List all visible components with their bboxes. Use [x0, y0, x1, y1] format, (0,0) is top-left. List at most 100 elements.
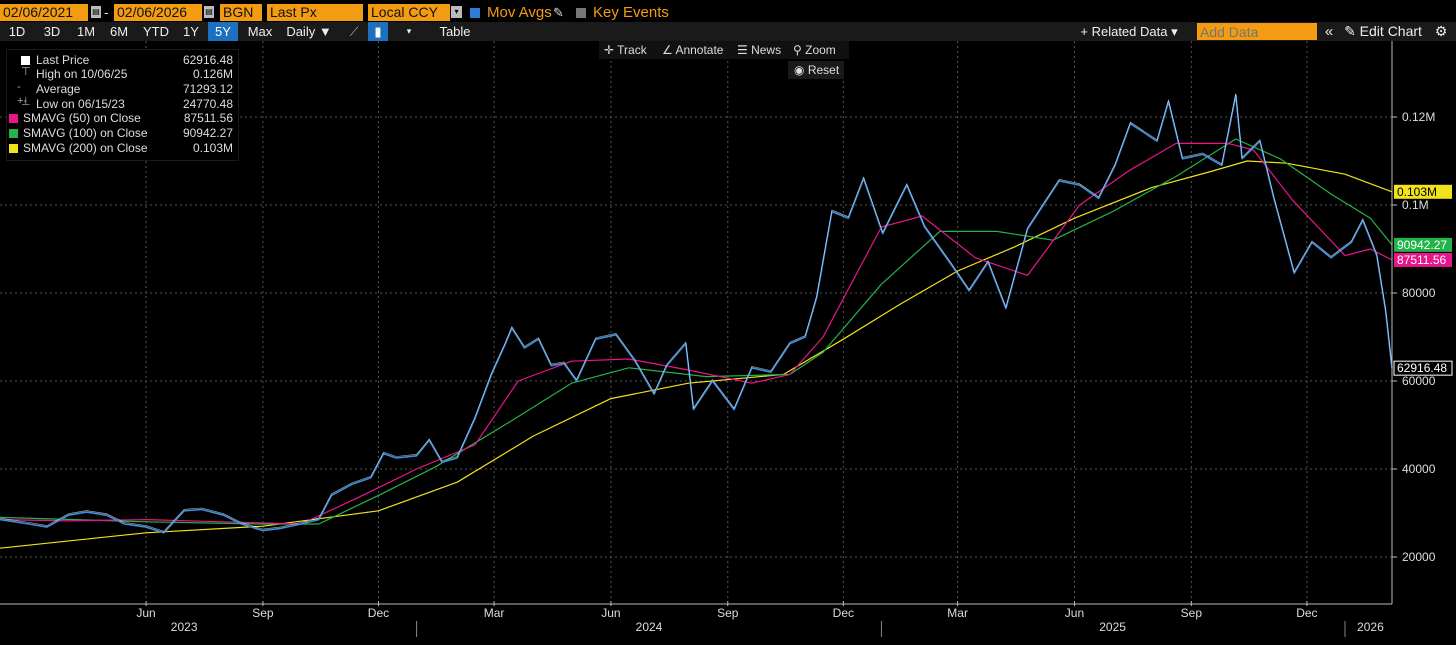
- calendar-icon[interactable]: ▤: [91, 6, 101, 18]
- annotate-label: Annotate: [675, 43, 724, 57]
- chart-legend: Last Price 62916.48 ⊤ High on 10/06/25 0.12…: [6, 49, 239, 161]
- news-icon: ☰: [737, 43, 752, 57]
- x-tick-label: Sep: [1181, 606, 1203, 620]
- track-tool[interactable]: ✛ Track: [604, 41, 647, 59]
- chart-series: [0, 93, 1393, 549]
- y-tick-label: 60000: [1402, 374, 1436, 388]
- period-6m[interactable]: 6M: [109, 24, 129, 39]
- magenta-swatch-icon: [9, 114, 18, 123]
- dropdown-icon[interactable]: ▾: [451, 6, 462, 18]
- line-chart-icon[interactable]: ⟋: [349, 24, 359, 39]
- mov-avgs-checkbox[interactable]: [470, 8, 480, 18]
- last-value-label: 90942.27: [1397, 238, 1447, 252]
- y-axis: 20000 40000 60000 80000 0.1M 0.12M 0.103M 90942…: [1391, 41, 1453, 604]
- period-toolbar: [0, 22, 1456, 41]
- last-value-label: 62916.48: [1397, 361, 1447, 375]
- period-5y[interactable]: 5Y: [208, 22, 238, 41]
- key-events-label[interactable]: Key Events: [593, 4, 669, 21]
- last-value-label: 0.103M: [1397, 185, 1437, 199]
- white-swatch-icon: [21, 56, 30, 65]
- period-3d[interactable]: 3D: [43, 24, 61, 39]
- x-tick-label: Sep: [717, 606, 739, 620]
- source-field[interactable]: BGN: [220, 4, 262, 21]
- last-value-tag: 87511.56: [1394, 252, 1452, 267]
- legend-average: -+- Average 71293.12: [17, 81, 233, 107]
- last-value-tag: 0.103M: [1394, 184, 1452, 199]
- annotate-icon: ∠: [662, 43, 676, 57]
- x-tick-label: Mar: [947, 606, 968, 620]
- news-label: News: [751, 43, 782, 57]
- year-label: 2023: [171, 620, 198, 634]
- crosshair-icon: ✛: [604, 43, 618, 57]
- period-max[interactable]: Max: [247, 24, 273, 39]
- series-line-3: [0, 160, 1393, 549]
- last-value-tag: 90942.27: [1394, 237, 1452, 252]
- frequency-selector[interactable]: Daily ▼: [286, 24, 332, 39]
- last-value-box: [1394, 237, 1452, 252]
- magnifier-icon: ⚲: [793, 43, 806, 57]
- chart-grid: [0, 41, 1392, 601]
- y-tick-label: 40000: [1402, 462, 1436, 476]
- x-tick-label: Mar: [484, 606, 505, 620]
- reset-button[interactable]: ◉ Reset: [788, 61, 844, 79]
- end-date-field[interactable]: 02/06/2026: [114, 4, 202, 21]
- price-chart[interactable]: 20000 40000 60000 80000 0.1M 0.12M 0.103M 90942…: [0, 41, 1456, 645]
- x-tick-label: Jun: [601, 606, 620, 620]
- edit-chart-button[interactable]: ✎ Edit Chart: [1344, 23, 1422, 39]
- date-separator: -: [104, 4, 109, 20]
- reset-label: Reset: [807, 63, 840, 77]
- series-line-1: [0, 142, 1393, 525]
- period-1m[interactable]: 1M: [76, 24, 96, 39]
- settings-gear-icon[interactable]: ⚙: [1434, 23, 1448, 39]
- legend-smavg-100: SMAVG (100) on Close 90942.27: [7, 126, 238, 140]
- mov-avgs-label[interactable]: Mov Avgs: [487, 4, 552, 21]
- last-value-tag: 62916.48: [1393, 360, 1453, 376]
- series-line-2: [0, 138, 1393, 525]
- table-button[interactable]: Table: [439, 24, 471, 39]
- collapse-button[interactable]: «: [1324, 23, 1334, 40]
- track-label: Track: [617, 43, 647, 57]
- chart-tools-bar: [599, 41, 849, 59]
- legend-smavg-200: SMAVG (200) on Close 0.103M: [7, 141, 238, 155]
- period-ytd[interactable]: YTD: [143, 24, 169, 39]
- key-events-checkbox[interactable]: [576, 8, 586, 18]
- currency-selector[interactable]: Local CCY: [368, 4, 450, 21]
- legend-low: ⊥ Low on 06/15/23 24770.48: [21, 96, 233, 111]
- y-tick-label: 20000: [1402, 550, 1436, 564]
- last-value-label: 87511.56: [1397, 253, 1446, 267]
- pencil-icon[interactable]: ✎: [553, 5, 564, 20]
- x-tick-label: Sep: [252, 606, 274, 620]
- add-data-input[interactable]: [1197, 23, 1317, 40]
- last-value-box: [1394, 252, 1452, 267]
- x-tick-label: Jun: [1065, 606, 1084, 620]
- period-1y[interactable]: 1Y: [183, 24, 199, 39]
- annotate-tool[interactable]: ∠ Annotate: [662, 41, 724, 59]
- legend-last-price: Last Price 62916.48: [7, 53, 238, 67]
- x-tick-label: Dec: [368, 606, 389, 620]
- x-tick-label: Dec: [1296, 606, 1317, 620]
- related-data-button[interactable]: + Related Data ▾: [1080, 24, 1178, 39]
- last-value-box: [1393, 360, 1453, 376]
- high-marker-icon: ⊤: [21, 66, 31, 78]
- legend-high: ⊤ High on 10/06/25 0.126M: [21, 66, 233, 81]
- x-tick-label: Dec: [833, 606, 854, 620]
- green-swatch-icon: [9, 129, 18, 138]
- period-1d[interactable]: 1D: [8, 24, 26, 39]
- yellow-swatch-icon: [9, 144, 18, 153]
- candle-chart-icon[interactable]: ▮: [368, 22, 388, 41]
- legend-smavg-50: SMAVG (50) on Close 87511.56: [7, 111, 238, 125]
- top-toolbar: [0, 0, 1456, 22]
- news-tool[interactable]: ☰ News: [737, 41, 782, 59]
- y-tick-label: 80000: [1402, 286, 1436, 300]
- calendar-icon[interactable]: ▤: [204, 6, 214, 18]
- low-marker-icon: ⊥: [21, 96, 31, 108]
- zoom-tool[interactable]: ⚲ Zoom: [793, 41, 836, 59]
- price-highlight-line: [0, 93, 1393, 532]
- chart-type-dropdown-icon[interactable]: ▾: [406, 26, 412, 36]
- start-date-field[interactable]: 02/06/2021: [0, 4, 88, 21]
- y-tick-label: 0.12M: [1402, 110, 1435, 124]
- year-label: 2025: [1099, 620, 1126, 634]
- field-selector[interactable]: Last Px: [267, 4, 363, 21]
- reset-icon: ◉: [794, 63, 808, 77]
- year-label: 2024: [636, 620, 663, 634]
